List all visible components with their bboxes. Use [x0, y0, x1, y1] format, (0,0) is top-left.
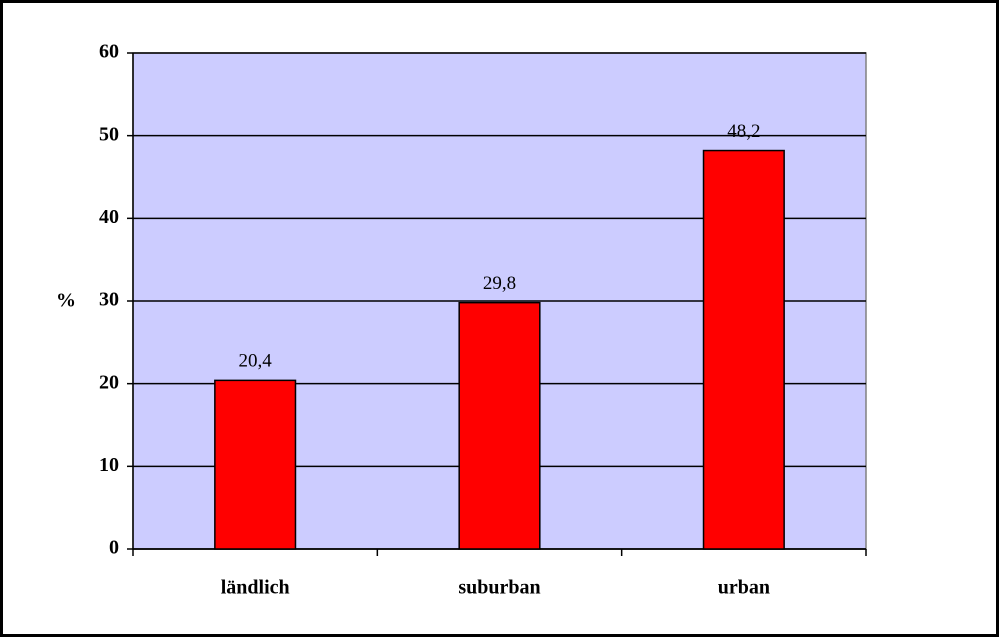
- y-axis-label: %: [56, 290, 76, 312]
- data-label: 20,4: [239, 351, 273, 372]
- y-tick-label: 60: [99, 41, 119, 63]
- data-label: 29,8: [483, 273, 516, 294]
- y-tick-label: 20: [99, 371, 119, 393]
- x-tick-label: ländlich: [221, 577, 290, 599]
- y-tick-label: 40: [99, 206, 119, 228]
- data-label: 48,2: [727, 121, 760, 142]
- bar: [214, 379, 297, 550]
- y-tick-label: 50: [99, 123, 119, 145]
- bar: [458, 301, 541, 550]
- x-tick-label: suburban: [458, 577, 540, 599]
- x-tick-label: urban: [718, 577, 770, 599]
- y-tick-label: 10: [99, 454, 119, 476]
- bar: [702, 149, 785, 550]
- y-tick-label: 0: [109, 537, 119, 559]
- y-tick-label: 30: [99, 289, 119, 311]
